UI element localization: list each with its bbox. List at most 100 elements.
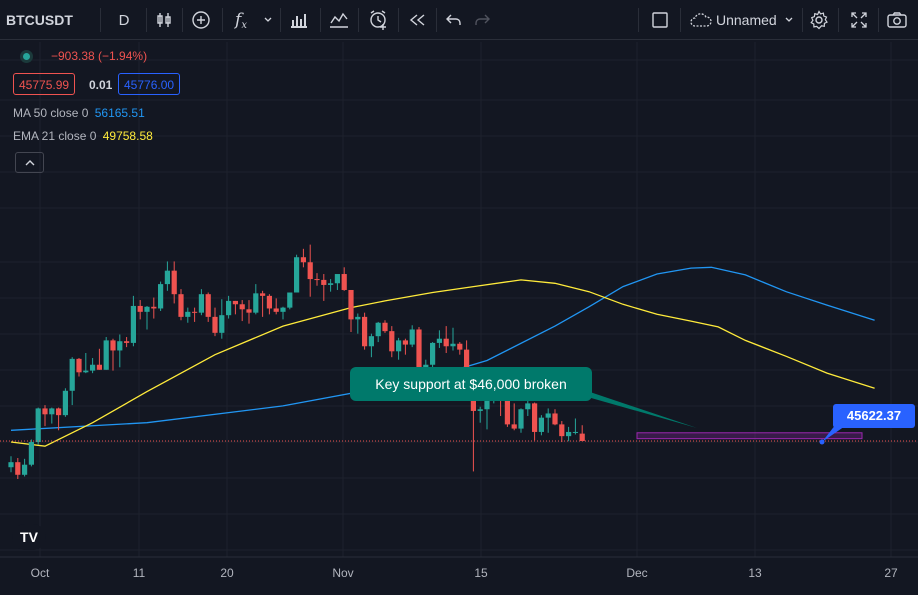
candle-body bbox=[151, 306, 157, 309]
interval-button[interactable]: D bbox=[118, 11, 130, 29]
candle bbox=[572, 418, 578, 435]
templates-icon[interactable] bbox=[286, 0, 312, 40]
candle-body bbox=[8, 462, 14, 468]
alerts-icon[interactable] bbox=[366, 0, 392, 40]
undo-icon[interactable] bbox=[442, 0, 466, 40]
candle bbox=[192, 307, 198, 322]
toolbar-divider bbox=[638, 8, 639, 32]
candle bbox=[185, 307, 191, 323]
candle-body bbox=[300, 257, 306, 263]
collapse-legend-button[interactable] bbox=[15, 152, 44, 173]
candle bbox=[396, 337, 402, 360]
candle bbox=[49, 407, 55, 424]
candle-body bbox=[192, 311, 198, 313]
chart-pane[interactable]: Oct 11 20 Nov 15 Dec 13 27 bbox=[0, 40, 918, 590]
candle bbox=[158, 281, 164, 311]
buy-price-button[interactable]: 45776.00 bbox=[118, 73, 181, 95]
price-chart[interactable]: Oct 11 20 Nov 15 Dec 13 27 bbox=[0, 40, 918, 590]
settings-icon[interactable] bbox=[806, 0, 832, 40]
fullscreen-icon[interactable] bbox=[846, 0, 872, 40]
candle bbox=[579, 425, 585, 442]
candle-body bbox=[538, 417, 544, 432]
candle bbox=[280, 306, 286, 320]
candle bbox=[538, 415, 544, 436]
toolbar-divider bbox=[320, 8, 321, 32]
candle-body bbox=[158, 284, 164, 309]
market-status-icon[interactable] bbox=[20, 49, 33, 63]
candle-body bbox=[212, 316, 218, 333]
ma-legend[interactable]: MA 50 close 0 56165.51 bbox=[13, 106, 145, 120]
candle bbox=[368, 333, 374, 358]
candle bbox=[518, 408, 524, 433]
layout-icon[interactable] bbox=[648, 0, 672, 40]
candle-body bbox=[341, 274, 347, 290]
candle-body bbox=[56, 408, 62, 416]
cloud-icon bbox=[688, 0, 714, 40]
candle bbox=[42, 405, 48, 427]
ema-legend[interactable]: EMA 21 close 0 49758.58 bbox=[13, 129, 153, 143]
screenshot-icon[interactable] bbox=[884, 0, 910, 40]
time-axis: Oct 11 20 Nov 15 Dec 13 27 bbox=[0, 556, 918, 580]
chevron-up-icon bbox=[25, 159, 34, 165]
symbol-search-button[interactable]: BTCUSDT bbox=[6, 12, 73, 28]
time-axis-label: 11 bbox=[133, 566, 146, 580]
bar-style-icon[interactable] bbox=[152, 0, 176, 40]
candle-body bbox=[368, 336, 374, 347]
candle-body bbox=[504, 400, 510, 425]
candle bbox=[164, 261, 170, 291]
compare-icon[interactable] bbox=[326, 0, 352, 40]
sell-price-button[interactable]: 45775.99 bbox=[13, 73, 76, 95]
candle bbox=[566, 426, 572, 442]
candle bbox=[559, 421, 565, 443]
chevron-down-icon[interactable] bbox=[262, 0, 274, 40]
candle-body bbox=[314, 279, 320, 281]
candle-body bbox=[35, 408, 41, 443]
toolbar-divider bbox=[100, 8, 101, 32]
redo-icon[interactable] bbox=[470, 0, 494, 40]
candle bbox=[171, 261, 177, 304]
layout-name-button[interactable]: Unnamed bbox=[716, 12, 777, 28]
candle-body bbox=[450, 343, 456, 347]
candle bbox=[375, 321, 381, 343]
candle-body bbox=[266, 295, 272, 309]
toolbar-divider bbox=[280, 8, 281, 32]
time-axis-label: 13 bbox=[748, 566, 762, 580]
candle-body bbox=[198, 294, 204, 313]
candle-body bbox=[69, 358, 75, 391]
candle-body bbox=[164, 270, 170, 285]
add-symbol-icon[interactable] bbox=[188, 0, 214, 40]
candle-body bbox=[185, 311, 191, 317]
toolbar-divider bbox=[802, 8, 803, 32]
candle-body bbox=[273, 308, 279, 312]
candle-body bbox=[457, 343, 463, 350]
annotation-callout[interactable]: Key support at $46,000 broken bbox=[350, 367, 592, 401]
chevron-down-icon[interactable] bbox=[782, 0, 796, 40]
candle-body bbox=[144, 306, 150, 312]
candle-body bbox=[62, 390, 68, 416]
candle bbox=[178, 289, 184, 321]
candle bbox=[15, 457, 21, 479]
candles-layer bbox=[8, 244, 585, 479]
time-axis-label: 27 bbox=[884, 566, 898, 580]
candle-body bbox=[103, 340, 109, 370]
support-zone-box bbox=[636, 432, 863, 440]
candle-body bbox=[464, 349, 470, 374]
time-axis-label: Dec bbox=[626, 566, 647, 580]
candle-body bbox=[96, 364, 102, 370]
candle bbox=[124, 337, 130, 348]
candle-body bbox=[90, 364, 96, 371]
replay-icon[interactable] bbox=[404, 0, 430, 40]
tradingview-logo[interactable]: TV bbox=[12, 524, 46, 550]
candle-body bbox=[436, 338, 442, 343]
candle-body bbox=[430, 342, 436, 365]
candle bbox=[314, 273, 320, 286]
candle bbox=[110, 338, 116, 371]
candle bbox=[266, 294, 272, 315]
candle-body bbox=[178, 294, 184, 317]
candle-body bbox=[130, 305, 136, 343]
spread-value: 0.01 bbox=[89, 78, 113, 92]
candle-body bbox=[239, 304, 245, 310]
candle bbox=[416, 326, 422, 374]
